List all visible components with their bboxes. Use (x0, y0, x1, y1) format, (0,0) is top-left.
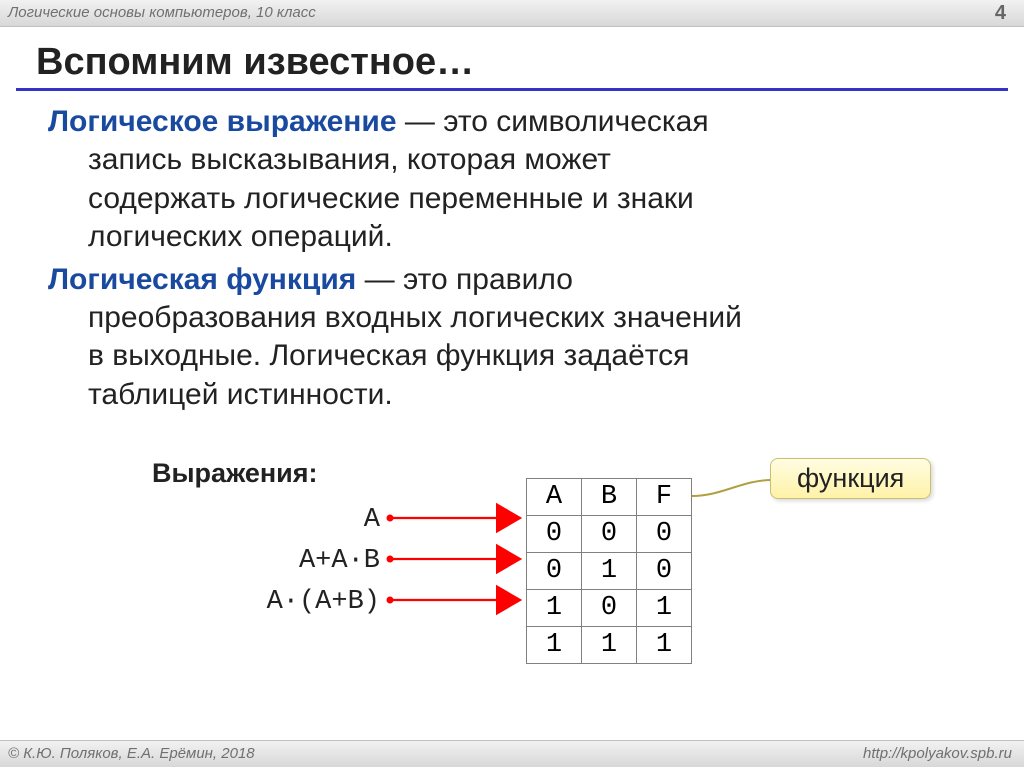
definition-function: Логическая функция — это правило преобра… (48, 261, 944, 415)
expressions-heading: Выражения: (152, 458, 318, 489)
callout-function: функция (770, 458, 931, 499)
footer-bar: © К.Ю. Поляков, Е.А. Ерёмин, 2018 http:/… (0, 740, 1024, 767)
footer-url: http://kpolyakov.spb.ru (863, 741, 1012, 767)
func-line4: таблицей истинности. (48, 376, 944, 414)
expr-line4: логических операций. (48, 218, 944, 256)
expr-line1: — это символическая (397, 105, 709, 138)
col-B: B (582, 479, 637, 516)
expressions-list: A A+A·B A·(A+B) (100, 500, 380, 623)
func-line2: преобразования входных логических значен… (48, 299, 944, 337)
term-expression: Логическое выражение (48, 105, 397, 138)
definition-expression: Логическое выражение — это символическая… (48, 103, 944, 257)
table-row: 1 0 1 (527, 590, 692, 627)
expression-1: A (100, 500, 380, 541)
col-A: A (527, 479, 582, 516)
expr-line3: содержать логические переменные и знаки (48, 180, 944, 218)
expr-line2: запись высказывания, которая может (48, 141, 944, 179)
table-row: 0 1 0 (527, 553, 692, 590)
slide-title: Вспомним известное… (0, 27, 1024, 88)
course-title: Логические основы компьютеров, 10 класс (8, 4, 316, 21)
truth-table: A B F 0 0 0 0 1 0 1 0 1 1 1 1 (526, 478, 692, 664)
func-line3: в выходные. Логическая функция задаётся (48, 337, 944, 375)
slide: Логические основы компьютеров, 10 класс … (0, 0, 1024, 767)
term-function: Логическая функция (48, 263, 356, 296)
table-row: 1 1 1 (527, 627, 692, 664)
func-line1: — это правило (356, 263, 573, 296)
table-header-row: A B F (527, 479, 692, 516)
arrows-svg (380, 506, 530, 646)
title-underline (16, 88, 1008, 91)
header-bar: Логические основы компьютеров, 10 класс … (0, 0, 1024, 27)
table-row: 0 0 0 (527, 516, 692, 553)
page-number: 4 (995, 0, 1006, 26)
col-F: F (637, 479, 692, 516)
expression-2: A+A·B (100, 541, 380, 582)
callout-label: функция (797, 463, 904, 493)
expression-3: A·(A+B) (100, 582, 380, 623)
body-text: Логическое выражение — это символическая… (0, 103, 1024, 414)
footer-copyright: © К.Ю. Поляков, Е.А. Ерёмин, 2018 (8, 741, 255, 767)
